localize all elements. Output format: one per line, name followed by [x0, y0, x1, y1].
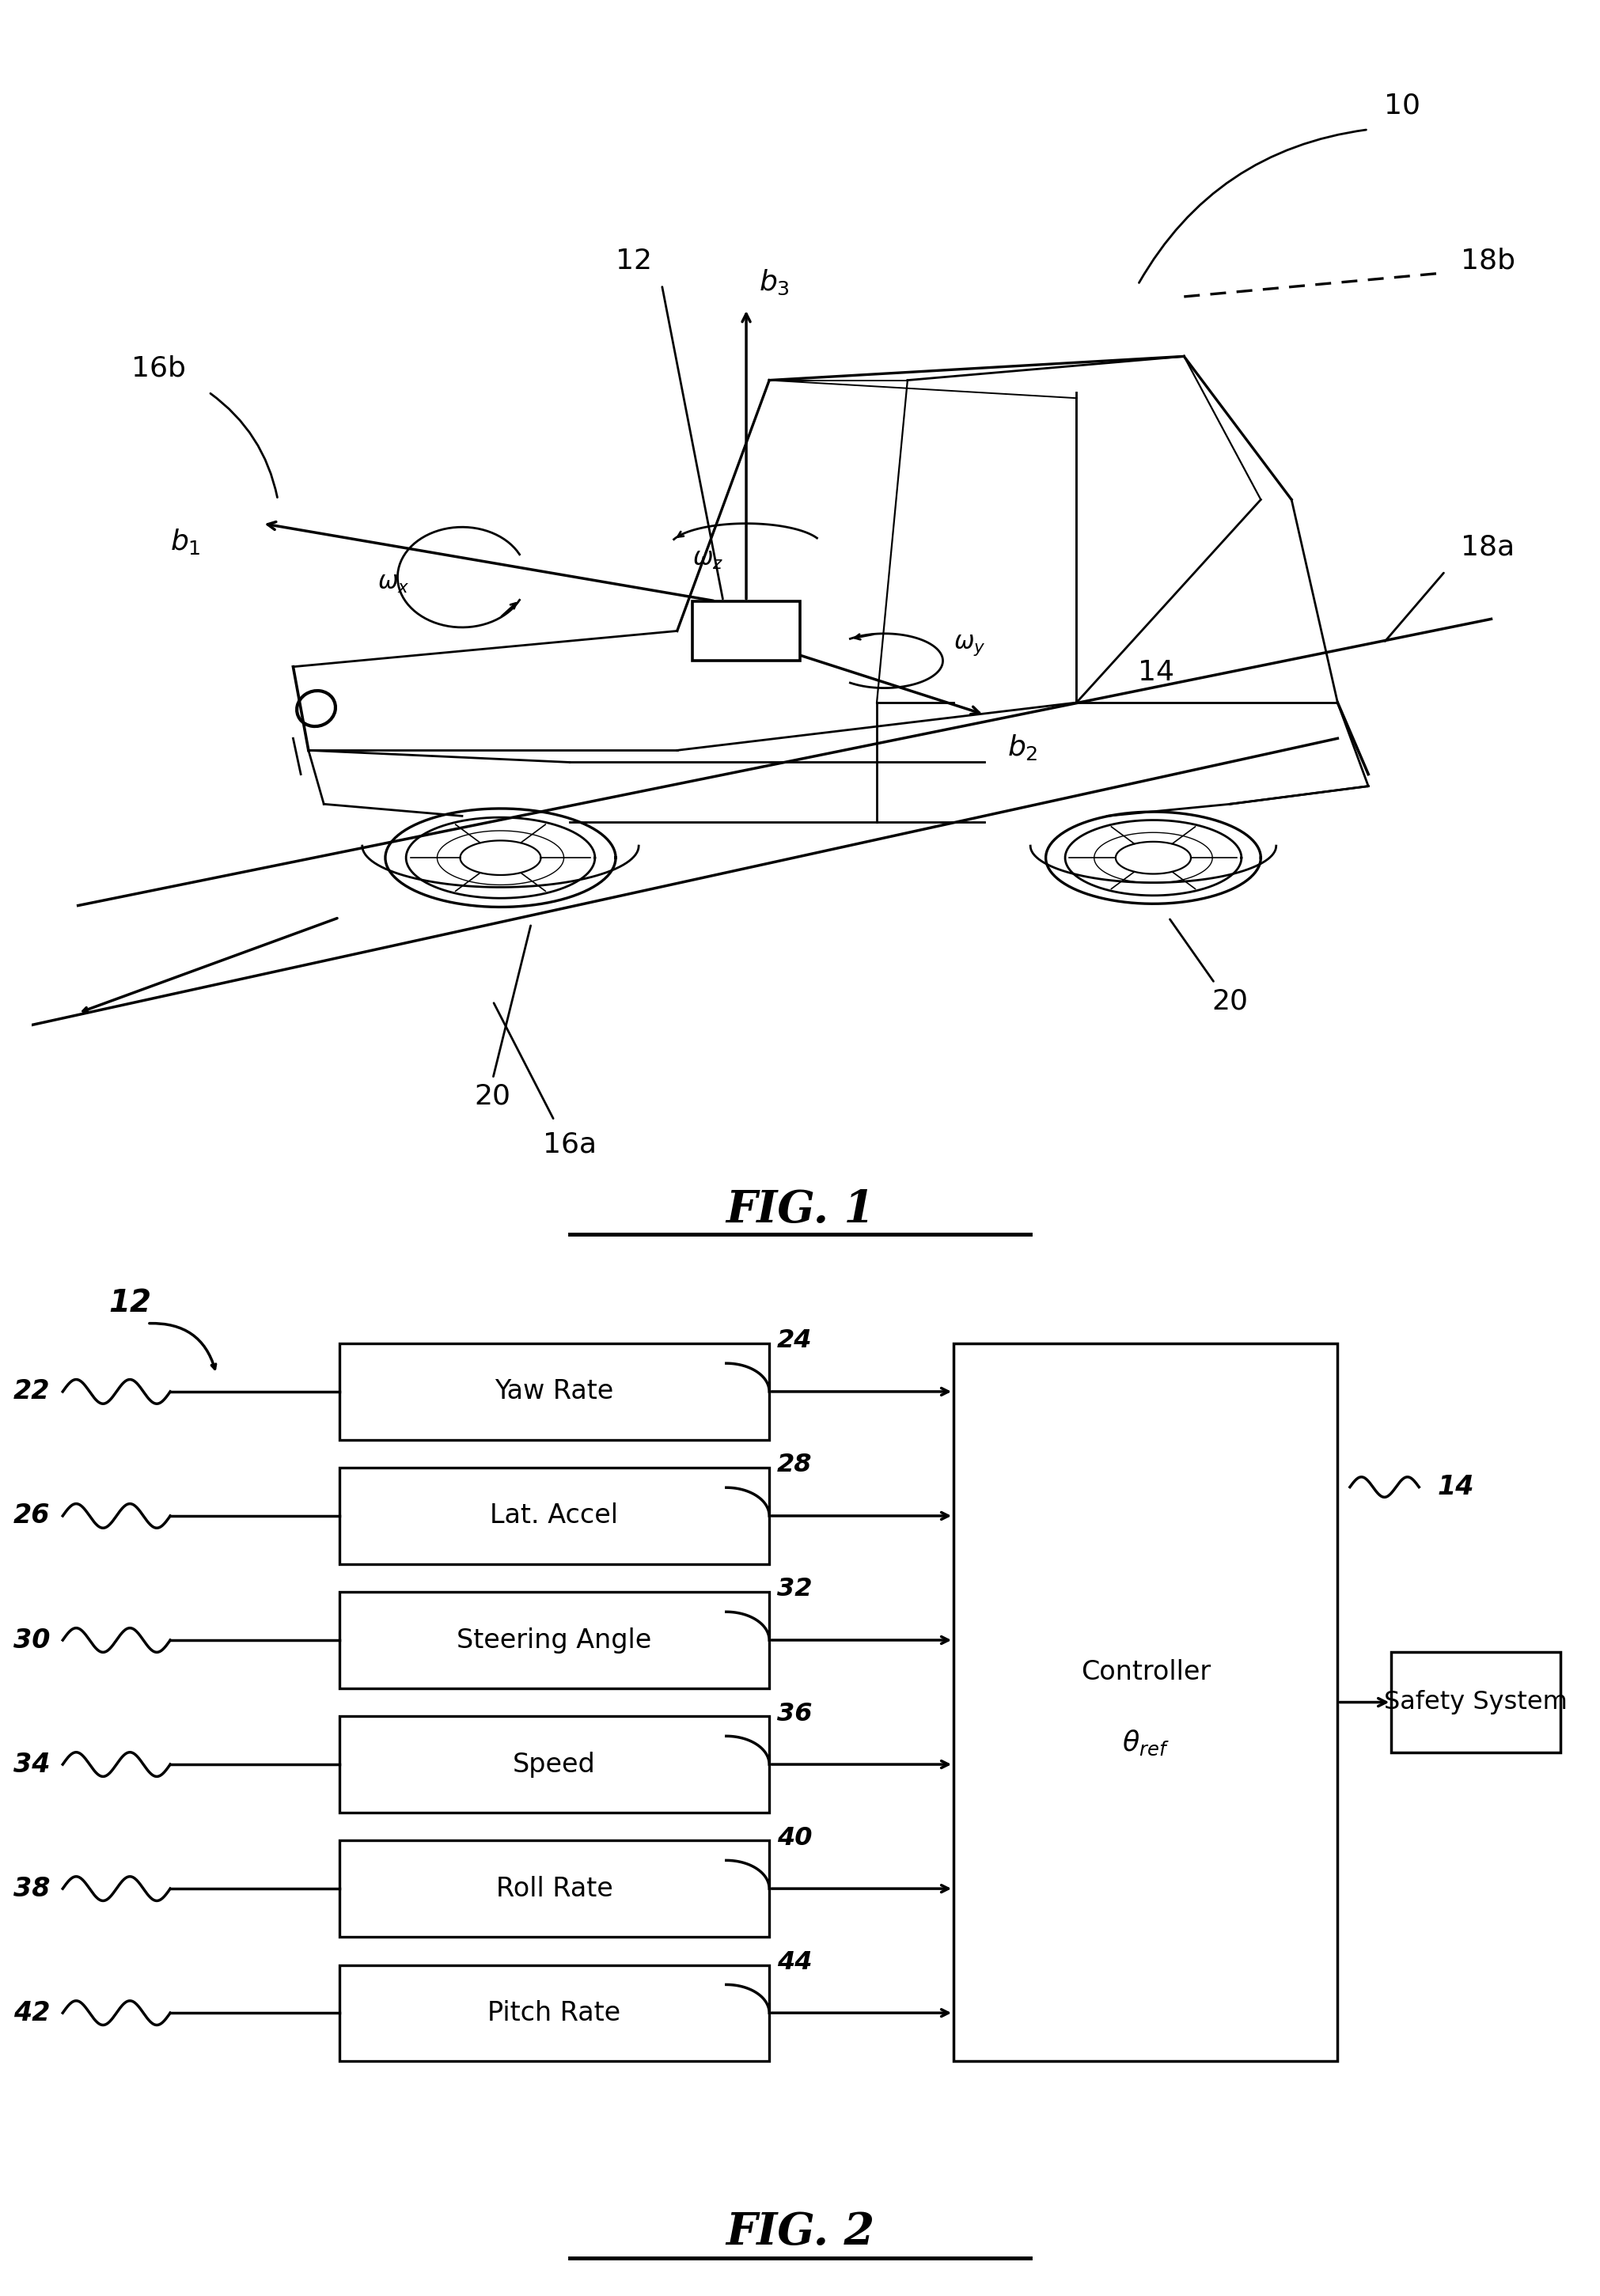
Text: Pitch Rate: Pitch Rate	[488, 2000, 621, 2025]
Text: 40: 40	[778, 1825, 813, 1851]
FancyBboxPatch shape	[339, 1965, 770, 2062]
Text: 44: 44	[778, 1949, 813, 1975]
Text: Controller: Controller	[1080, 1660, 1211, 1685]
Text: Lat. Accel: Lat. Accel	[490, 1504, 618, 1529]
Text: 34: 34	[14, 1752, 51, 1777]
Text: 28: 28	[778, 1453, 813, 1479]
FancyBboxPatch shape	[693, 602, 800, 661]
Text: $b_1$: $b_1$	[170, 526, 202, 556]
Text: 20: 20	[475, 1084, 510, 1109]
Text: Steering Angle: Steering Angle	[458, 1628, 651, 1653]
Text: 12: 12	[109, 1288, 152, 1318]
Text: FIG. 1: FIG. 1	[725, 1189, 875, 1231]
Text: Yaw Rate: Yaw Rate	[494, 1378, 614, 1405]
Text: 10: 10	[1384, 92, 1421, 119]
Text: 16b: 16b	[131, 356, 186, 381]
Text: $\omega_z$: $\omega_z$	[693, 549, 723, 572]
Text: 14: 14	[1138, 659, 1174, 687]
Text: 12: 12	[616, 248, 653, 273]
Text: $b_3$: $b_3$	[758, 269, 789, 296]
Text: Speed: Speed	[512, 1752, 595, 1777]
Text: 18b: 18b	[1461, 248, 1515, 273]
Text: 24: 24	[778, 1329, 813, 1352]
Text: $\omega_y$: $\omega_y$	[954, 634, 986, 657]
FancyBboxPatch shape	[339, 1467, 770, 1564]
FancyBboxPatch shape	[339, 1591, 770, 1688]
Text: $b_2$: $b_2$	[1008, 732, 1038, 762]
Text: 14: 14	[1437, 1474, 1474, 1499]
FancyBboxPatch shape	[1392, 1651, 1560, 1752]
Text: 30: 30	[14, 1628, 51, 1653]
Text: FIG. 2: FIG. 2	[725, 2211, 875, 2255]
Text: 26: 26	[14, 1504, 51, 1529]
Text: $\theta_{ref}$: $\theta_{ref}$	[1122, 1729, 1170, 1756]
Text: 16a: 16a	[542, 1132, 597, 1157]
Text: $\omega_x$: $\omega_x$	[378, 572, 410, 595]
Text: 22: 22	[14, 1378, 51, 1405]
FancyBboxPatch shape	[339, 1717, 770, 1812]
Text: 32: 32	[778, 1577, 813, 1603]
Text: 20: 20	[1211, 987, 1248, 1015]
Text: 36: 36	[778, 1701, 813, 1727]
Text: 18a: 18a	[1461, 535, 1514, 560]
Text: Safety System: Safety System	[1384, 1690, 1568, 1715]
Text: 38: 38	[14, 1876, 51, 1901]
FancyBboxPatch shape	[954, 1343, 1338, 2062]
FancyBboxPatch shape	[339, 1343, 770, 1440]
Text: 42: 42	[14, 2000, 51, 2025]
Text: Roll Rate: Roll Rate	[496, 1876, 613, 1901]
FancyBboxPatch shape	[339, 1841, 770, 1936]
